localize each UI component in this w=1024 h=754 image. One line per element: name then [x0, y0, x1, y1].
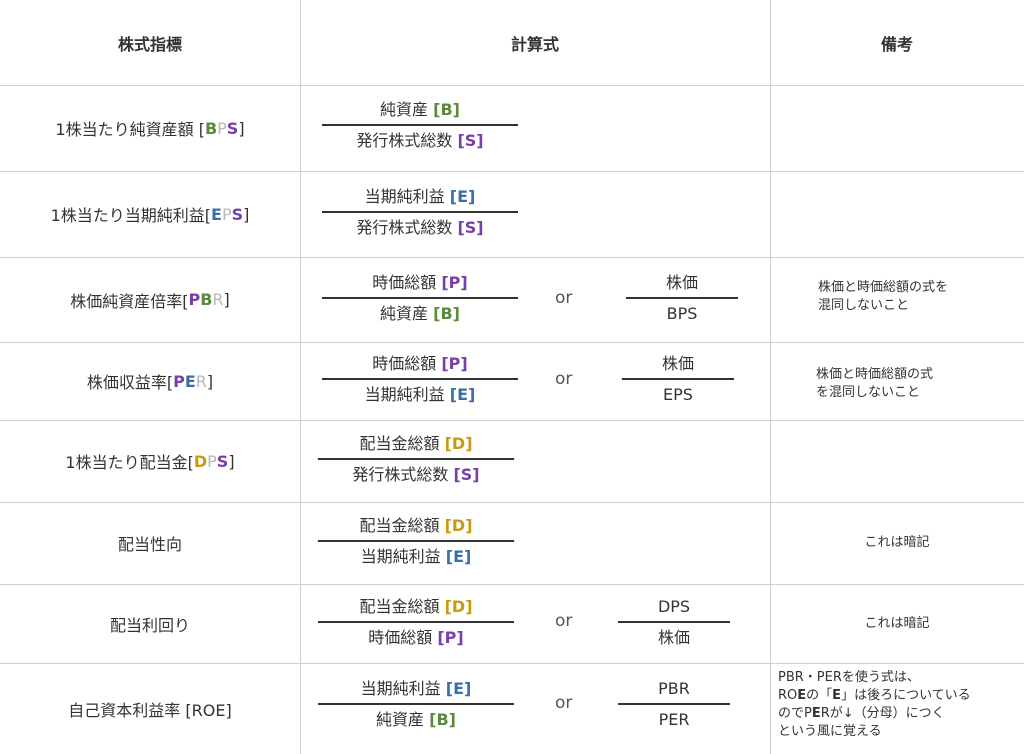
denominator: 純資産 [B]	[376, 710, 456, 729]
denominator: 純資産 [B]	[380, 304, 460, 323]
fraction-bar	[318, 621, 514, 623]
numerator: 当期純利益 [E]	[360, 679, 472, 698]
formula-per: 時価総額 [P] 当期純利益 [E]	[322, 353, 518, 406]
note-per: 株価と時価総額の式 を混同しないこと	[816, 367, 934, 400]
numerator: 当期純利益 [E]	[364, 187, 476, 206]
row-divider	[0, 171, 1024, 172]
indicator-name-dividend-yield: 配当利回り	[109, 615, 190, 635]
fraction-bar	[626, 297, 738, 299]
numerator: 株価	[665, 273, 698, 292]
formula-dividend-yield: 配当金総額 [D] 時価総額 [P]	[318, 596, 514, 649]
fraction-bar	[318, 458, 514, 460]
indicator-name-pbr: 株価純資産倍率[P B R]	[70, 290, 230, 311]
formula-pbr: 時価総額 [P] 純資産 [B]	[322, 272, 518, 325]
note-roe: PBR・PERを使う式は、 ROEの「E」は後ろについている のでPERが↓（分…	[778, 670, 971, 739]
or-label: or	[555, 288, 573, 308]
fraction-bar	[318, 540, 514, 542]
fraction-bar	[322, 211, 518, 213]
numerator: 株価	[661, 354, 694, 373]
note-dividend-yield: これは暗記	[864, 615, 930, 631]
header-notes: 備考	[880, 34, 913, 54]
denominator: 発行株式総数 [S]	[356, 218, 484, 237]
denominator: EPS	[663, 385, 693, 404]
denominator: 発行株式総数 [S]	[352, 465, 480, 484]
column-divider	[770, 0, 771, 754]
note-pbr: 株価と時価総額の式を 混同しないこと	[818, 280, 949, 313]
denominator: 株価	[657, 628, 690, 647]
alt-formula-roe: PBR PER	[618, 678, 730, 731]
denominator: 時価総額 [P]	[368, 628, 464, 647]
fraction-bar	[322, 378, 518, 380]
indicator-name-eps: 1株当たり当期純利益[E P S]	[50, 204, 250, 226]
fraction-bar	[622, 378, 734, 380]
fraction-bar	[318, 703, 514, 705]
indicator-name-dps: 1株当たり配当金[D P S]	[65, 451, 235, 473]
denominator: BPS	[666, 304, 698, 323]
row-divider	[0, 342, 1024, 343]
numerator: 配当金総額 [D]	[359, 597, 473, 616]
numerator: 配当金総額 [D]	[359, 434, 473, 453]
alt-formula-per: 株価 EPS	[622, 353, 734, 406]
row-divider	[0, 663, 1024, 664]
numerator: 配当金総額 [D]	[359, 516, 473, 535]
note-payout-ratio: これは暗記	[864, 535, 930, 550]
formula-bps: 純資産 [B] 発行株式総数 [S]	[322, 99, 518, 152]
denominator: 発行株式総数 [S]	[356, 131, 484, 150]
formula-eps: 当期純利益 [E] 発行株式総数 [S]	[322, 186, 518, 239]
formula-payout-ratio: 配当金総額 [D] 当期純利益 [E]	[318, 515, 514, 568]
row-divider	[0, 502, 1024, 503]
formula-dps: 配当金総額 [D] 発行株式総数 [S]	[318, 433, 514, 486]
row-divider	[0, 420, 1024, 421]
row-divider	[0, 85, 1024, 86]
denominator: PER	[658, 710, 690, 729]
formula-roe: 当期純利益 [E] 純資産 [B]	[318, 678, 514, 731]
row-divider	[0, 584, 1024, 585]
fraction-bar	[322, 124, 518, 126]
numerator: 純資産 [B]	[380, 100, 460, 119]
numerator: 時価総額 [P]	[372, 273, 468, 292]
or-label: or	[555, 611, 573, 631]
denominator: 当期純利益 [E]	[364, 385, 476, 404]
indicator-name-per: 株価収益率[P E R]	[86, 371, 214, 393]
numerator: PBR	[658, 679, 690, 698]
row-divider	[0, 257, 1024, 258]
indicator-name-bps: 1株当たり純資産額 [B P S]	[55, 118, 245, 140]
alt-formula-dividend-yield: DPS 株価	[618, 596, 730, 649]
alt-formula-pbr: 株価 BPS	[626, 272, 738, 325]
header-formula: 計算式	[510, 34, 559, 54]
numerator: 時価総額 [P]	[372, 354, 468, 373]
indicator-name-roe: 自己資本利益率 [ROE]	[68, 700, 232, 720]
fraction-bar	[322, 297, 518, 299]
or-label: or	[555, 369, 573, 389]
header-indicator: 株式指標	[117, 34, 182, 54]
fraction-bar	[618, 703, 730, 705]
column-divider	[300, 0, 301, 754]
numerator: DPS	[657, 597, 691, 616]
denominator: 当期純利益 [E]	[360, 547, 472, 566]
or-label: or	[555, 693, 573, 713]
fraction-bar	[618, 621, 730, 623]
indicator-name-payout-ratio: 配当性向	[117, 535, 182, 554]
